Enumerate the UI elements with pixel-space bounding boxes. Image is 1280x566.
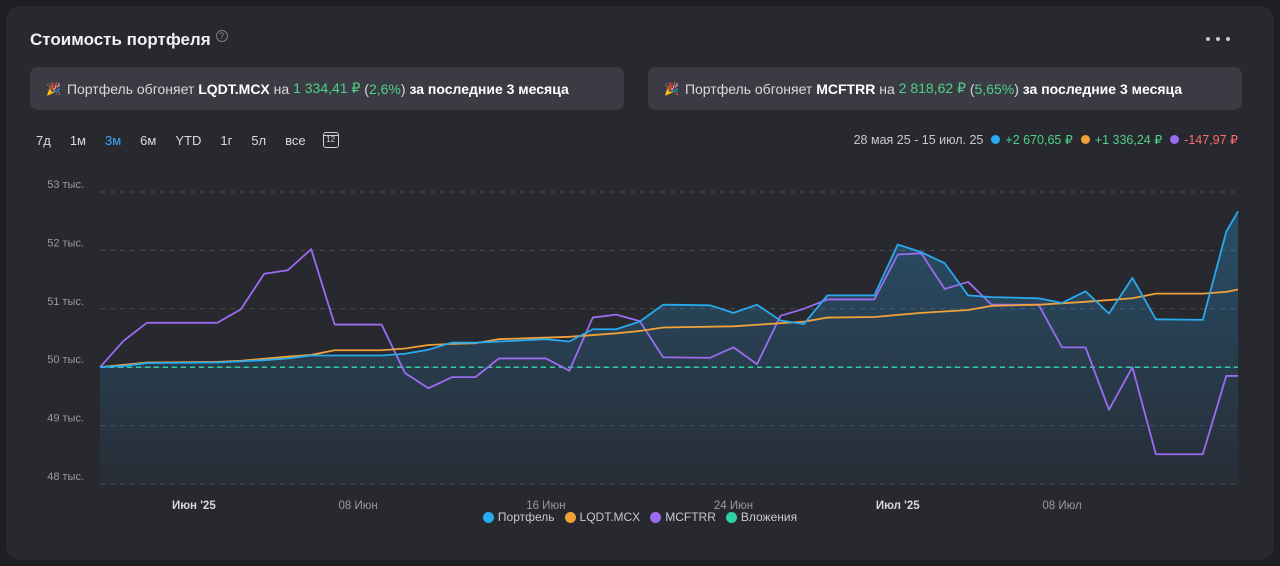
- banner-suffix: за последние 3 месяца: [1022, 80, 1183, 97]
- banner-ticker: LQDT.MCX: [198, 80, 270, 97]
- banner-amount: 2 818,62 ₽: [898, 80, 966, 96]
- legend-dot: [650, 511, 662, 523]
- legend-label: Портфель: [497, 510, 555, 524]
- title-text: Стоимость портфеля: [30, 30, 211, 49]
- banner-percent: 2,6%: [368, 80, 401, 97]
- x-tick-label: 08 Июн: [338, 500, 377, 510]
- x-tick-label: 24 Июн: [714, 500, 753, 510]
- y-tick-label: 48 тыс.: [47, 471, 84, 483]
- y-tick-label: 51 тыс.: [47, 296, 84, 308]
- banner-mid: на: [273, 80, 290, 97]
- legend-item-lqdt[interactable]: LQDT.MCX: [564, 510, 641, 524]
- legend-dot: [725, 511, 737, 523]
- range-selector: 7д 1м 3м 6м YTD 1г 5л все 12: [36, 132, 339, 148]
- y-tick-label: 50 тыс.: [47, 354, 84, 366]
- mcftrr-change: -147,97 ₽: [1184, 133, 1238, 147]
- banner-prefix: Портфель обгоняет: [66, 80, 195, 97]
- legend-label: Вложения: [740, 510, 798, 524]
- portfolio-chart[interactable]: 53 тыс. 52 тыс. 51 тыс. 50 тыс. 49 тыс. 48 ты…: [0, 0, 1280, 510]
- legend-label: LQDT.MCX: [579, 510, 641, 524]
- party-popper-icon: 🎉: [664, 81, 679, 96]
- banner-ticker: MCFTRR: [816, 80, 876, 97]
- x-tick-label: Июн '25: [172, 500, 216, 510]
- portfolio-dot: [991, 135, 1001, 144]
- outperform-banner-lqdt: 🎉 Портфель обгоняет LQDT.MCX на 1 334,41…: [30, 67, 624, 110]
- range-7d[interactable]: 7д: [36, 132, 51, 148]
- outperform-banner-mcftrr: 🎉 Портфель обгоняет MCFTRR на 2 818,62 ₽…: [648, 67, 1242, 110]
- banner-suffix: за последние 3 месяца: [409, 80, 569, 97]
- range-1m[interactable]: 1м: [69, 132, 86, 148]
- banner-percent: 5,65%: [974, 80, 1015, 97]
- lqdt-dot: [1080, 135, 1090, 144]
- portfolio-line: [99, 210, 1239, 369]
- y-tick-label: 49 тыс.: [47, 413, 84, 425]
- period-summary: 28 мая 25 - 15 июл. 25 +2 670,65 ₽ +1 33…: [853, 132, 1238, 148]
- range-ytd[interactable]: YTD: [175, 132, 202, 148]
- lqdt-change: +1 336,24 ₽: [1094, 133, 1163, 147]
- range-1y[interactable]: 1г: [220, 132, 233, 148]
- more-horizontal-icon[interactable]: [1206, 33, 1230, 45]
- y-tick-label: 52 тыс.: [47, 237, 84, 249]
- legend-dot: [482, 511, 494, 523]
- portfolio-change: +2 670,65 ₽: [1005, 133, 1073, 147]
- x-tick-label: Июл '25: [876, 500, 920, 510]
- range-5y[interactable]: 5л: [251, 132, 267, 148]
- legend-label: MCFTRR: [665, 510, 716, 524]
- page-title: Стоимость портфеля ?: [30, 30, 228, 50]
- x-tick-label: 16 Июн: [526, 500, 565, 510]
- y-tick-label: 53 тыс.: [47, 179, 84, 191]
- range-all[interactable]: все: [285, 132, 306, 148]
- range-3m[interactable]: 3м: [105, 132, 122, 148]
- mcftrr-line: [99, 248, 1238, 456]
- banner-prefix: Портфель обгоняет: [684, 80, 813, 97]
- legend-dot: [564, 511, 576, 523]
- period-label: 28 мая 25 - 15 июл. 25: [853, 132, 984, 147]
- legend-item-portfolio[interactable]: Портфель: [482, 510, 555, 524]
- legend-item-mcftrr[interactable]: MCFTRR: [650, 510, 716, 524]
- legend-item-invest[interactable]: Вложения: [725, 510, 798, 524]
- calendar-icon[interactable]: 12: [322, 132, 339, 148]
- banner-amount: 1 334,41 ₽: [293, 80, 361, 96]
- chart-legend: Портфель LQDT.MCX MCFTRR Вложения: [0, 510, 1280, 524]
- range-6m[interactable]: 6м: [140, 132, 157, 148]
- banner-mid: на: [879, 80, 895, 97]
- x-tick-label: 08 Июл: [1042, 500, 1081, 510]
- party-popper-icon: 🎉: [46, 81, 61, 96]
- mcftrr-dot: [1170, 135, 1180, 144]
- portfolio-area: [100, 211, 1238, 484]
- question-circle-icon[interactable]: ?: [215, 30, 228, 42]
